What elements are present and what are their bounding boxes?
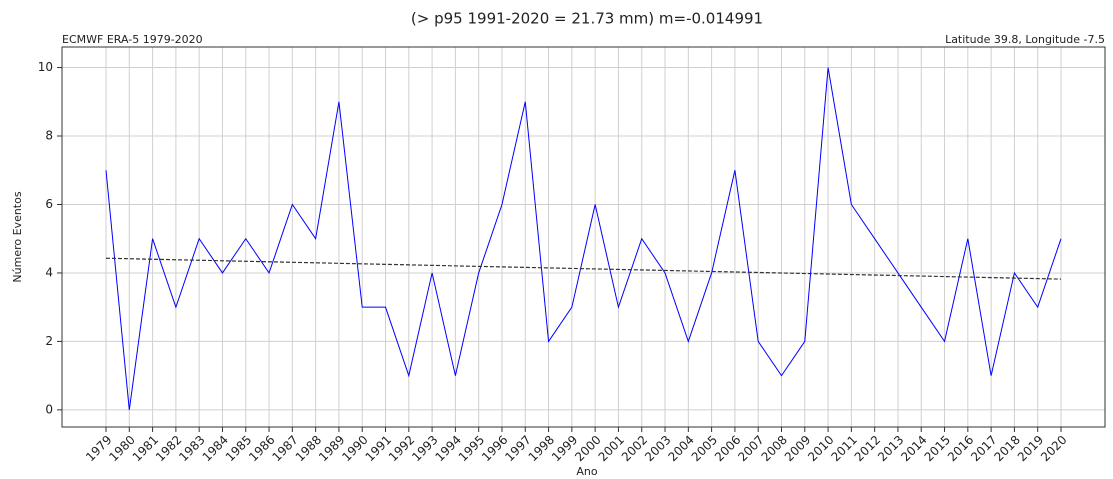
y-tick-label: 8 xyxy=(45,129,53,143)
x-tick-label: 1996 xyxy=(479,433,510,464)
x-tick-label: 1983 xyxy=(176,433,207,464)
x-tick-label: 2015 xyxy=(922,433,953,464)
x-tick-label: 1986 xyxy=(246,433,277,464)
trend-line xyxy=(105,257,1062,280)
x-tick-label: 2009 xyxy=(782,433,813,464)
x-tick-label: 2000 xyxy=(572,433,603,464)
x-tick-label: 2016 xyxy=(945,433,976,464)
subtitle-left: ECMWF ERA-5 1979-2020 xyxy=(62,33,203,46)
x-tick-label: 2017 xyxy=(968,433,999,464)
x-tick-label: 2008 xyxy=(759,433,790,464)
plot-frame xyxy=(61,46,1106,428)
x-tick-label: 1993 xyxy=(409,433,440,464)
x-tick-label: 1979 xyxy=(83,433,114,464)
x-tick-label: 2001 xyxy=(596,433,627,464)
x-tick-label: 1988 xyxy=(293,433,324,464)
y-axis-label: Número Eventos xyxy=(11,191,24,282)
chart-title: (> p95 1991-2020 = 21.73 mm) m=-0.014991 xyxy=(411,10,763,28)
x-tick-label: 1999 xyxy=(549,433,580,464)
x-tick-label: 1994 xyxy=(432,433,463,464)
y-tick-label: 6 xyxy=(45,197,53,211)
x-tick-label: 2013 xyxy=(875,433,906,464)
x-tick-label: 2006 xyxy=(712,433,743,464)
x-tick-label: 2005 xyxy=(689,433,720,464)
x-tick-label: 2012 xyxy=(852,433,883,464)
x-tick-label: 2004 xyxy=(665,433,696,464)
x-tick-label: 2020 xyxy=(1038,433,1069,464)
x-tick-label: 2010 xyxy=(805,433,836,464)
x-tick-label: 2019 xyxy=(1015,433,1046,464)
x-tick-label: 1998 xyxy=(526,433,557,464)
y-tick-label: 2 xyxy=(45,334,53,348)
x-tick-label: 1980 xyxy=(106,433,137,464)
x-tick-label: 2002 xyxy=(619,433,650,464)
x-tick-label: 1991 xyxy=(363,433,394,464)
x-tick-label: 1989 xyxy=(316,433,347,464)
x-tick-label: 1995 xyxy=(456,433,487,464)
y-tick-label: 10 xyxy=(38,60,53,74)
x-tick-label: 1984 xyxy=(200,433,231,464)
x-tick-label: 1987 xyxy=(269,433,300,464)
x-tick-label: 2018 xyxy=(992,433,1023,464)
x-tick-label: 2011 xyxy=(828,433,859,464)
x-tick-label: 1990 xyxy=(339,433,370,464)
y-tick-label: 0 xyxy=(45,402,53,416)
x-axis-label: Ano xyxy=(576,465,597,478)
y-tick-label: 4 xyxy=(45,265,53,279)
x-tick-label: 2007 xyxy=(735,433,766,464)
x-tick-label: 2014 xyxy=(898,433,929,464)
x-tick-label: 1997 xyxy=(502,433,533,464)
x-tick-label: 2003 xyxy=(642,433,673,464)
x-tick-label: 1981 xyxy=(130,433,161,464)
x-tick-label: 1985 xyxy=(223,433,254,464)
data-line xyxy=(105,67,1062,410)
x-tick-label: 1982 xyxy=(153,433,184,464)
x-tick-label: 1992 xyxy=(386,433,417,464)
subtitle-right: Latitude 39.8, Longitude -7.5 xyxy=(945,33,1105,46)
